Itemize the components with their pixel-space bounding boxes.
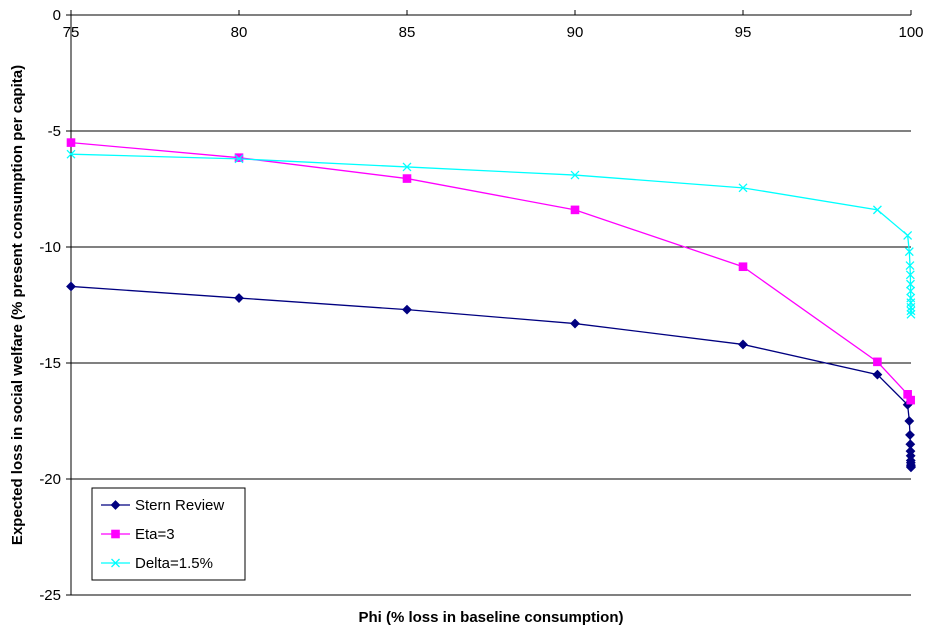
data-point-stern-review bbox=[905, 430, 915, 440]
data-point-delta-1-5 bbox=[903, 230, 913, 240]
data-point-stern-review bbox=[906, 462, 916, 473]
gridlines bbox=[71, 130, 911, 596]
data-point-delta-1-5 bbox=[906, 279, 915, 289]
legend: Stern Review Eta=3 Delta=1.5% bbox=[91, 487, 246, 581]
data-point-delta-1-5 bbox=[66, 149, 76, 159]
x-tick-label: 80 bbox=[231, 24, 248, 41]
data-point-stern-review bbox=[402, 304, 412, 315]
legend-marker bbox=[111, 558, 120, 568]
data-point-eta-3 bbox=[873, 357, 882, 367]
data-point-eta-3 bbox=[402, 174, 412, 183]
y-tick-label: -10 bbox=[39, 239, 61, 256]
y-tick-label: -25 bbox=[39, 587, 61, 604]
series-stern-review bbox=[66, 281, 916, 473]
legend-item-eta-3: Eta=3 bbox=[101, 526, 175, 543]
y-tick-label: -20 bbox=[39, 471, 61, 488]
data-point-stern-review bbox=[872, 369, 883, 380]
y-tick-label: 0 bbox=[53, 7, 61, 24]
x-axis-title: Phi (% loss in baseline consumption) bbox=[358, 609, 623, 626]
data-point-delta-1-5 bbox=[906, 302, 916, 312]
x-tick-label: 100 bbox=[898, 24, 923, 41]
data-point-delta-1-5 bbox=[402, 162, 412, 172]
legend-label: Eta=3 bbox=[135, 526, 175, 543]
data-point-stern-review bbox=[570, 318, 580, 329]
data-point-delta-1-5 bbox=[906, 309, 916, 319]
data-point-eta-3 bbox=[738, 262, 748, 272]
data-point-stern-review bbox=[738, 339, 748, 350]
data-point-delta-1-5 bbox=[234, 154, 244, 164]
y-tick-label: -5 bbox=[48, 123, 61, 140]
legend-item-delta-1-5: Delta=1.5% bbox=[101, 555, 213, 572]
data-point-stern-review bbox=[904, 416, 915, 426]
data-point-eta-3 bbox=[570, 205, 580, 215]
data-point-eta-3 bbox=[906, 395, 915, 405]
series-delta-1-5 bbox=[66, 149, 916, 319]
legend-marker bbox=[110, 500, 121, 510]
y-tick-label: -15 bbox=[39, 355, 61, 372]
data-point-eta-3 bbox=[66, 138, 76, 147]
legend-item-stern-review: Stern Review bbox=[101, 497, 224, 514]
data-point-stern-review bbox=[66, 281, 76, 292]
series-group bbox=[66, 138, 916, 473]
data-point-delta-1-5 bbox=[738, 183, 748, 193]
data-point-stern-review bbox=[234, 293, 244, 303]
data-point-delta-1-5 bbox=[906, 286, 916, 296]
legend-marker bbox=[111, 529, 120, 539]
x-tick-label: 75 bbox=[63, 24, 80, 41]
series-line-eta-3 bbox=[70, 141, 912, 401]
x-tick-label: 90 bbox=[567, 24, 584, 41]
legend-label: Delta=1.5% bbox=[135, 555, 213, 572]
data-point-delta-1-5 bbox=[872, 205, 882, 215]
x-tick-label: 95 bbox=[735, 24, 752, 41]
data-point-delta-1-5 bbox=[904, 247, 914, 257]
y-axis-title: Expected loss in social welfare (% prese… bbox=[9, 65, 26, 545]
series-line-delta-1-5 bbox=[70, 153, 912, 315]
series-line-stern-review bbox=[70, 285, 912, 468]
data-point-delta-1-5 bbox=[905, 261, 915, 271]
data-point-eta-3 bbox=[234, 153, 244, 162]
data-point-delta-1-5 bbox=[905, 270, 915, 280]
data-point-delta-1-5 bbox=[570, 170, 580, 180]
series-eta-3 bbox=[66, 138, 915, 405]
legend-label: Stern Review bbox=[135, 497, 224, 514]
axes bbox=[66, 10, 912, 596]
tick-labels: 75 80 85 90 95 100 0 -5 -10 -15 -20 -25 bbox=[39, 7, 923, 604]
data-point-delta-1-5 bbox=[906, 306, 916, 316]
x-tick-label: 85 bbox=[399, 24, 416, 41]
